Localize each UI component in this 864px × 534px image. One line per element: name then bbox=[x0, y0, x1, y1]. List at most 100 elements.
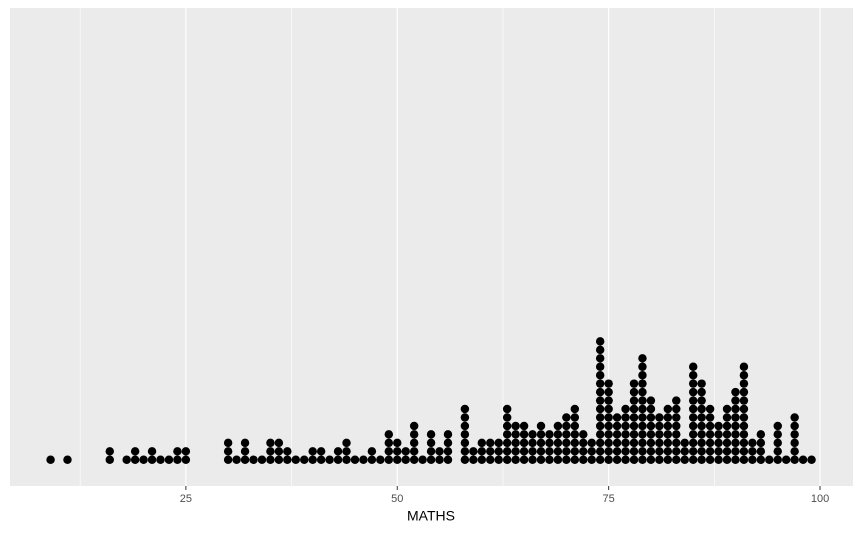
dot bbox=[680, 455, 689, 464]
dot bbox=[553, 438, 563, 448]
dot bbox=[570, 421, 580, 431]
dot bbox=[308, 447, 317, 456]
dot bbox=[604, 396, 613, 405]
dot bbox=[409, 455, 419, 464]
dot bbox=[595, 421, 605, 431]
dot bbox=[739, 413, 749, 422]
dot bbox=[528, 455, 537, 464]
dot bbox=[756, 438, 766, 448]
dot bbox=[105, 455, 115, 464]
dot bbox=[240, 447, 250, 456]
dot bbox=[773, 455, 782, 464]
dot bbox=[409, 421, 419, 431]
dot bbox=[629, 430, 639, 439]
dot bbox=[511, 430, 520, 439]
dot bbox=[595, 438, 605, 448]
dot bbox=[629, 396, 639, 405]
dot bbox=[672, 438, 681, 448]
dot bbox=[612, 413, 622, 422]
dot bbox=[536, 447, 546, 456]
dot bbox=[705, 447, 715, 456]
dot bbox=[494, 455, 503, 464]
dot bbox=[663, 438, 673, 448]
dot bbox=[790, 421, 799, 431]
dot bbox=[646, 438, 656, 448]
dot bbox=[655, 455, 664, 464]
dot bbox=[545, 430, 554, 439]
dot bbox=[486, 447, 495, 456]
dot bbox=[790, 455, 799, 464]
dot bbox=[722, 438, 732, 448]
dot bbox=[460, 455, 470, 464]
dot bbox=[604, 438, 613, 448]
dot bbox=[621, 413, 630, 422]
dot bbox=[697, 447, 706, 456]
dot bbox=[688, 447, 698, 456]
dot bbox=[739, 387, 749, 397]
dot bbox=[570, 455, 580, 464]
dot bbox=[460, 438, 470, 448]
dot bbox=[663, 413, 673, 422]
dot bbox=[181, 455, 191, 464]
dot bbox=[731, 387, 740, 397]
dot bbox=[553, 455, 563, 464]
dot bbox=[739, 455, 749, 464]
dot bbox=[587, 438, 596, 448]
dot bbox=[173, 447, 182, 456]
dot bbox=[621, 455, 630, 464]
dot bbox=[528, 438, 537, 448]
dot bbox=[519, 430, 529, 439]
dot bbox=[333, 455, 343, 464]
dot bbox=[460, 404, 470, 414]
dot bbox=[502, 447, 512, 456]
dot bbox=[562, 455, 571, 464]
dot bbox=[536, 430, 546, 439]
dot bbox=[122, 455, 131, 464]
dot bbox=[536, 455, 546, 464]
dot bbox=[739, 447, 749, 456]
dot bbox=[316, 455, 326, 464]
dot bbox=[519, 455, 529, 464]
dot bbox=[731, 430, 740, 439]
dot bbox=[595, 362, 605, 371]
dot bbox=[731, 455, 740, 464]
dot bbox=[731, 404, 740, 414]
dot bbox=[748, 447, 757, 456]
dot bbox=[621, 404, 630, 414]
dot bbox=[595, 354, 605, 363]
dot bbox=[756, 447, 766, 456]
dot bbox=[739, 362, 749, 371]
dot bbox=[443, 430, 453, 439]
dot bbox=[502, 430, 512, 439]
dot bbox=[562, 421, 571, 431]
dot bbox=[638, 447, 647, 456]
dot bbox=[638, 354, 647, 363]
dot bbox=[46, 455, 55, 464]
dot bbox=[536, 438, 546, 448]
dot bbox=[604, 413, 613, 422]
dot bbox=[579, 447, 588, 456]
dot bbox=[376, 455, 385, 464]
dot bbox=[570, 430, 580, 439]
dot bbox=[595, 345, 605, 355]
dot bbox=[460, 421, 470, 431]
dot bbox=[562, 447, 571, 456]
dot bbox=[519, 447, 529, 456]
dot bbox=[579, 430, 588, 439]
dot bbox=[130, 455, 140, 464]
dot bbox=[773, 421, 782, 431]
dot bbox=[595, 337, 605, 346]
dot bbox=[477, 455, 487, 464]
dot bbox=[688, 404, 698, 414]
dot bbox=[688, 438, 698, 448]
dot bbox=[672, 396, 681, 405]
dot bbox=[443, 447, 453, 456]
dot bbox=[663, 421, 673, 431]
dot bbox=[426, 447, 436, 456]
dot bbox=[595, 413, 605, 422]
dot bbox=[545, 455, 554, 464]
dot bbox=[638, 387, 647, 397]
dot bbox=[663, 455, 673, 464]
dot bbox=[604, 379, 613, 388]
dot bbox=[629, 387, 639, 397]
